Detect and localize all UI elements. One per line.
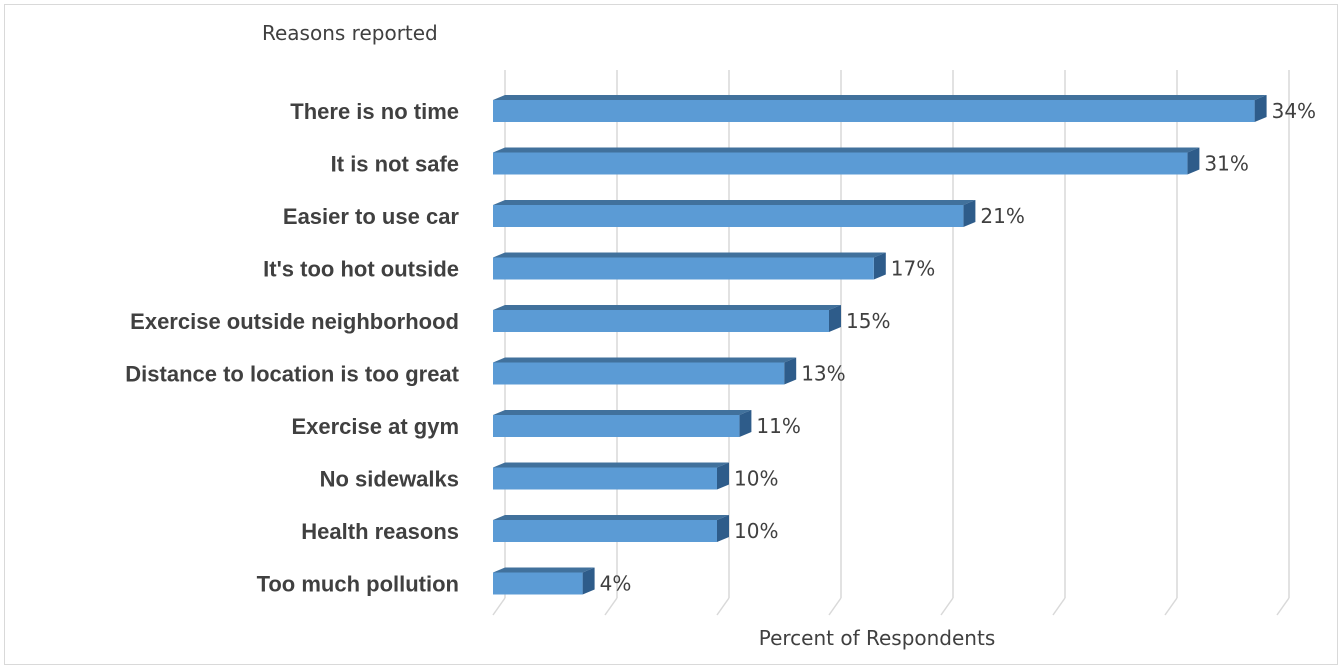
value-label: 15% (846, 309, 890, 333)
bar-side-face (739, 410, 752, 437)
gridline-foot (1052, 597, 1066, 616)
bar (493, 357, 797, 385)
category-label: No sidewalks (320, 467, 459, 492)
bar-top-face (493, 567, 595, 573)
gridline-foot (492, 597, 506, 616)
bar (493, 305, 841, 332)
gridline-foot (940, 597, 954, 616)
value-label: 17% (891, 257, 935, 281)
bar (493, 95, 1267, 122)
bar-top-face (493, 462, 729, 468)
bars (493, 95, 1267, 595)
category-label: Too much pollution (257, 572, 459, 597)
category-label: Easier to use car (283, 204, 460, 229)
value-label: 13% (801, 362, 845, 386)
bar-side-face (1254, 95, 1267, 122)
bar-top-face (493, 252, 886, 258)
bar-top-face (493, 147, 1200, 153)
value-label: 10% (734, 467, 778, 491)
bar-side-face (1187, 147, 1200, 175)
value-label: 21% (980, 204, 1024, 228)
category-label: Distance to location is too great (125, 362, 459, 387)
gridline-foot (1164, 597, 1178, 616)
category-label: There is no time (290, 99, 459, 124)
value-label: 11% (756, 414, 800, 438)
bar-top-face (493, 357, 797, 363)
gridline-foot (828, 597, 842, 616)
gridline-foot (604, 597, 618, 616)
bar (493, 147, 1200, 175)
bar-side-face (873, 252, 886, 280)
bar-side-face (963, 200, 976, 227)
bar (493, 462, 729, 490)
bar-front-face (493, 310, 829, 332)
value-label: 34% (1272, 99, 1316, 123)
value-labels: 34% 31% 21% 17% 15% 13% 11% 10% 10% 4% (600, 99, 1316, 596)
bar-side-face (717, 515, 729, 542)
category-labels: There is no time It is not safe Easier to … (125, 99, 459, 597)
category-label: It is not safe (331, 152, 459, 177)
value-label: 10% (734, 519, 778, 543)
bar-side-face (582, 567, 595, 595)
bar-front-face (493, 362, 785, 385)
bar-top-face (493, 410, 752, 415)
bar (493, 567, 595, 595)
bar-side-face (784, 357, 797, 385)
category-label: Exercise outside neighborhood (130, 309, 459, 334)
bar-top-face (493, 95, 1267, 100)
bar-top-face (493, 515, 729, 520)
bar-front-face (493, 467, 717, 490)
value-label: 31% (1204, 152, 1248, 176)
bar (493, 410, 752, 437)
x-axis-title: Percent of Respondents (759, 626, 996, 650)
bar (493, 200, 976, 227)
bar (493, 515, 729, 542)
y-axis-title: Reasons reported (262, 21, 438, 45)
bar-front-face (493, 205, 964, 227)
bar-top-face (493, 200, 976, 205)
category-label: It's too hot outside (263, 257, 459, 282)
category-label: Exercise at gym (291, 414, 459, 439)
bar-front-face (493, 100, 1255, 122)
category-label: Health reasons (301, 519, 459, 544)
bar-front-face (493, 415, 740, 437)
gridline-foot (716, 597, 730, 616)
bar-front-face (493, 152, 1188, 175)
bar-side-face (717, 462, 729, 490)
value-label: 4% (600, 572, 632, 596)
bar-front-face (493, 257, 874, 280)
bar-side-face (829, 305, 841, 332)
bar (493, 252, 886, 280)
gridline-foot (1276, 597, 1290, 616)
bar-top-face (493, 305, 841, 310)
bar-front-face (493, 572, 583, 595)
bar-front-face (493, 520, 717, 542)
